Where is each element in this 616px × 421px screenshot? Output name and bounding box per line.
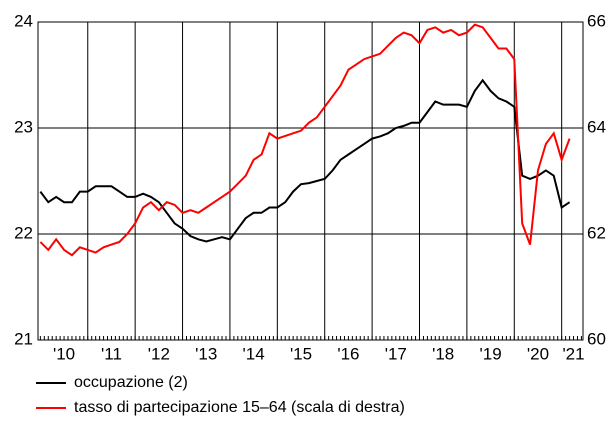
series-line <box>39 23 571 257</box>
x-tick-label: '14 <box>243 344 265 363</box>
x-tick-label: '17 <box>385 344 407 363</box>
series-line <box>39 78 571 243</box>
x-tick-label: '16 <box>337 344 359 363</box>
legend: occupazione (2) tasso di partecipazione 1… <box>36 374 405 416</box>
y2-tick-label: 64 <box>587 117 606 136</box>
x-tick-label: '18 <box>432 344 454 363</box>
y-tick-label: 24 <box>14 11 33 30</box>
legend-label: occupazione (2) <box>74 374 188 391</box>
x-tick-label: '21 <box>562 344 584 363</box>
x-tick-label: '20 <box>527 344 549 363</box>
y2-tick-label: 62 <box>587 223 606 242</box>
y2-tick-label: 60 <box>587 329 606 348</box>
plot-frame <box>37 21 584 341</box>
x-tick-label: '11 <box>101 344 122 363</box>
x-tick-label: '13 <box>195 344 217 363</box>
legend-label: tasso di partecipazione 15–64 (scala di … <box>74 399 405 416</box>
x-tick-label: '12 <box>148 344 170 363</box>
y-tick-label: 23 <box>14 117 33 136</box>
x-tick-label: '15 <box>290 344 312 363</box>
y-tick-label: 22 <box>14 223 33 242</box>
y2-tick-label: 66 <box>587 11 606 30</box>
y-tick-label: 21 <box>14 329 33 348</box>
x-tick-label: '19 <box>480 344 502 363</box>
x-tick-label: '10 <box>53 344 75 363</box>
